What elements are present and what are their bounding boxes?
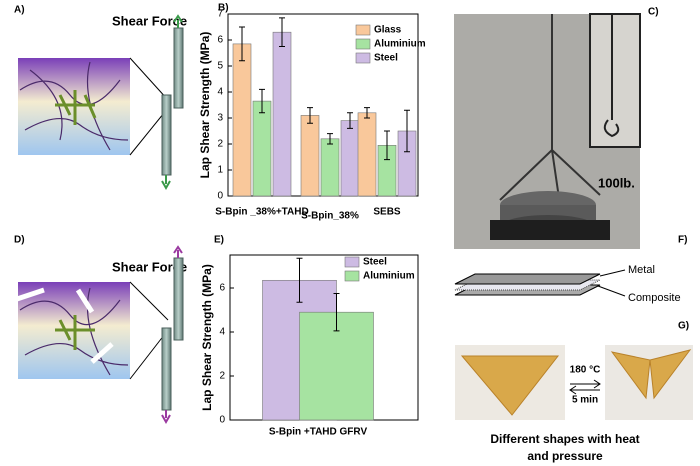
legend-swatch: [355, 38, 371, 50]
y-tick-label: 5: [217, 61, 223, 72]
photo: [454, 13, 641, 249]
y-tick-label: 6: [217, 35, 223, 46]
bar: [357, 112, 377, 197]
panel-label: E): [214, 235, 224, 246]
annotation: 180 °C: [570, 365, 601, 376]
error-bar: [364, 107, 370, 119]
error-bar: [279, 17, 285, 47]
legend-swatch: [355, 52, 371, 64]
photo: [455, 345, 693, 420]
x-tick-label: S-Bpin_38%: [301, 211, 359, 222]
error-bar: [333, 293, 340, 332]
panel-label: D): [14, 235, 25, 246]
caption: and pressure: [527, 449, 603, 463]
panel-label: A): [14, 5, 25, 16]
error-bar: [296, 257, 303, 303]
legend-swatch: [344, 270, 360, 282]
legend-label: Glass: [374, 25, 402, 36]
y-tick-label: 0: [217, 191, 223, 202]
bar: [300, 115, 320, 197]
legend-swatch: [344, 256, 360, 268]
y-axis-label: Lap Shear Strength (MPa): [198, 32, 212, 179]
error-bar: [384, 130, 390, 161]
y-tick-label: 7: [217, 9, 223, 20]
y-tick-label: 0: [219, 415, 225, 426]
y-axis-label: Lap Shear Strength (MPa): [200, 264, 214, 411]
legend-swatch: [355, 24, 371, 36]
panel-label: C): [648, 7, 659, 18]
x-tick-label: S-Bpin _38%+TAHD: [215, 207, 308, 218]
annotation: Shear Force: [112, 13, 187, 28]
y-tick-label: 3: [217, 113, 223, 124]
error-bar: [239, 26, 245, 62]
illustration: [454, 269, 626, 297]
annotation: Shear Force: [112, 259, 187, 274]
legend-label: Aluminium: [363, 271, 415, 282]
bar: [320, 138, 340, 197]
panel-label: B): [218, 3, 229, 14]
legend-label: Steel: [363, 257, 387, 268]
y-tick-label: 2: [219, 371, 225, 382]
bar: [252, 100, 272, 197]
legend-label: Aluminium: [374, 39, 426, 50]
panel-label: G): [678, 321, 689, 332]
y-tick-label: 4: [217, 87, 223, 98]
y-tick-label: 2: [217, 139, 223, 150]
error-bar: [327, 133, 333, 145]
caption: Different shapes with heat: [490, 432, 639, 446]
error-bar: [307, 107, 313, 124]
x-tick-label: S-Bpin +TAHD GFRV: [269, 427, 368, 438]
bar: [340, 120, 360, 197]
panel-label: F): [678, 235, 687, 246]
annotation: Composite: [628, 292, 681, 304]
annotation: Metal: [628, 264, 655, 276]
annotation: 5 min: [572, 395, 598, 406]
error-bar: [404, 109, 410, 153]
x-tick-label: SEBS: [373, 207, 401, 218]
legend-label: Steel: [374, 53, 398, 64]
y-tick-label: 1: [217, 165, 223, 176]
error-bar: [347, 112, 353, 129]
illustration: [18, 14, 184, 191]
y-tick-label: 4: [219, 327, 225, 338]
annotation: 100lb.: [598, 175, 635, 190]
bar: [232, 43, 252, 197]
y-tick-label: 6: [219, 283, 225, 294]
error-bar: [259, 88, 265, 114]
illustration: [13, 245, 184, 425]
bar: [272, 31, 292, 197]
